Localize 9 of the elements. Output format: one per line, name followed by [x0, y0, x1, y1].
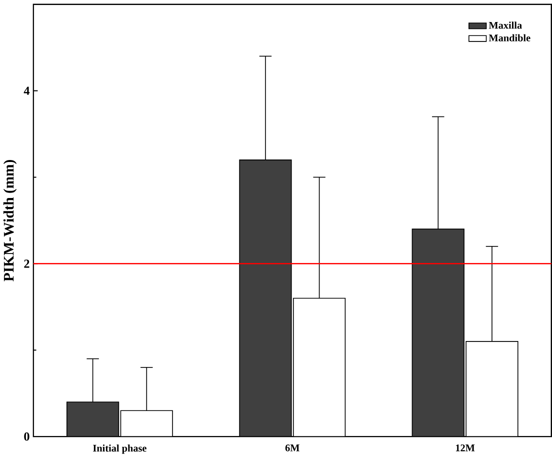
x-tick-label: 6M: [285, 444, 300, 452]
legend-label: Mandible: [488, 34, 530, 42]
y-tick-label: 0: [24, 432, 30, 441]
legend-label: Maxilla: [488, 22, 522, 29]
y-tick-label: 2: [24, 260, 30, 268]
y-axis-title: PIKM-Width (mm): [3, 160, 17, 282]
x-tick-label: Initial phase: [93, 444, 146, 454]
x-tick-label: 12M: [456, 444, 475, 452]
y-tick-label: 4: [24, 86, 30, 95]
